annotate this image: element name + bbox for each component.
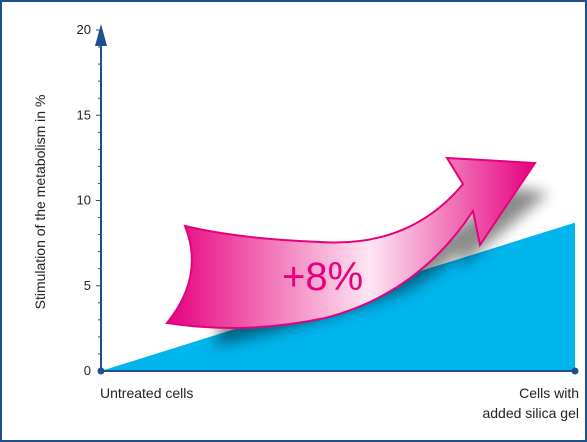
x-axis-end-marker xyxy=(571,367,579,375)
y-axis-arrowhead xyxy=(95,24,107,46)
y-tick-label: 5 xyxy=(84,278,91,293)
growth-arrow xyxy=(165,156,549,346)
y-tick-label: 10 xyxy=(77,193,91,208)
annotation-label: +8% xyxy=(282,255,363,299)
y-tick-label: 20 xyxy=(77,22,91,37)
x-category-label-silica: Cells with added silica gel xyxy=(482,385,579,421)
y-axis-title: Stimulation of the metabolism in % xyxy=(32,95,48,310)
x-category-label-untreated: Untreated cells xyxy=(100,385,193,401)
x-category-labels: Untreated cells Cells with added silica ge… xyxy=(100,385,579,421)
y-tick-label: 0 xyxy=(84,363,91,378)
y-ticks: 0 5 10 15 20 xyxy=(77,22,101,378)
y-tick-label: 15 xyxy=(77,107,91,122)
growth-arrow-body xyxy=(165,156,537,329)
x-axis-start-marker xyxy=(97,367,105,375)
